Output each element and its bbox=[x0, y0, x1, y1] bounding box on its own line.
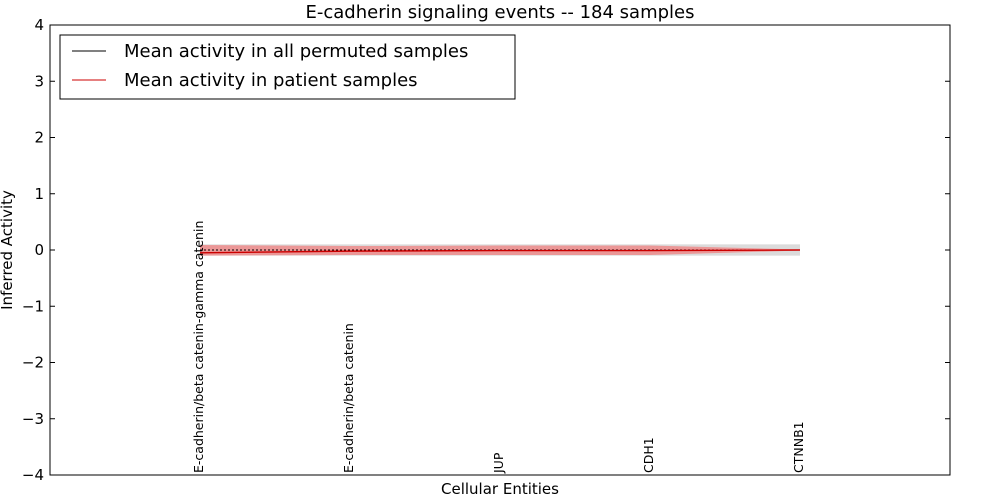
chart-title: E-cadherin signaling events -- 184 sampl… bbox=[305, 2, 694, 23]
x-axis-entities: E-cadherin/beta catenin-gamma catenin E-c… bbox=[191, 221, 806, 474]
legend: Mean activity in all permuted samples Me… bbox=[59, 34, 516, 100]
legend-label-permuted: Mean activity in all permuted samples bbox=[124, 41, 468, 62]
entity-label: CTNNB1 bbox=[791, 421, 806, 473]
y-tick-label: −1 bbox=[22, 297, 44, 315]
y-tick-label: 4 bbox=[34, 16, 44, 34]
entity-label: CDH1 bbox=[641, 437, 656, 473]
line-patient bbox=[199, 249, 801, 254]
entity-label: E-cadherin/beta catenin-gamma catenin bbox=[191, 221, 206, 473]
x-axis-label: Cellular Entities bbox=[441, 480, 559, 498]
y-tick-label: −4 bbox=[22, 466, 44, 484]
entity-label: JUP bbox=[491, 452, 506, 474]
y-tick-label: 2 bbox=[34, 129, 44, 147]
y-tick-label: −2 bbox=[22, 354, 44, 372]
y-tick-label: −3 bbox=[22, 410, 44, 428]
y-axis-label: Inferred Activity bbox=[0, 190, 16, 310]
y-axis: 4 3 2 1 0 −1 −2 −3 −4 bbox=[22, 16, 950, 484]
legend-box bbox=[59, 34, 516, 100]
y-tick-label: 0 bbox=[34, 241, 44, 259]
entity-label: E-cadherin/beta catenin bbox=[341, 323, 356, 473]
y-tick-label: 3 bbox=[34, 72, 44, 90]
y-tick-label: 1 bbox=[34, 185, 44, 203]
legend-label-patient: Mean activity in patient samples bbox=[124, 70, 418, 91]
lines-layer bbox=[199, 249, 801, 254]
